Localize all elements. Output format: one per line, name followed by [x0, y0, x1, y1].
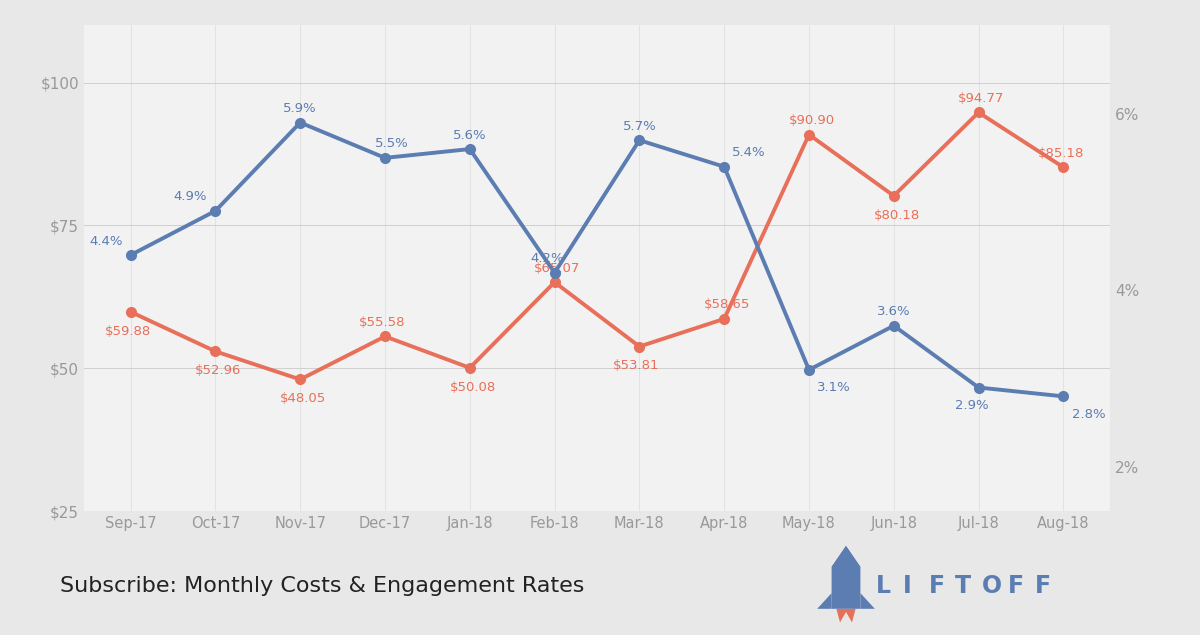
Text: 5.4%: 5.4% [732, 146, 766, 159]
Text: 4.9%: 4.9% [174, 190, 208, 203]
Text: Subscribe: Monthly Costs & Engagement Rates: Subscribe: Monthly Costs & Engagement Ra… [60, 576, 584, 596]
Text: 5.9%: 5.9% [283, 102, 317, 115]
Text: $90.90: $90.90 [788, 114, 835, 127]
Text: $65.07: $65.07 [534, 262, 581, 275]
Text: O: O [982, 574, 1002, 598]
Text: 5.5%: 5.5% [376, 138, 409, 150]
Text: 5.6%: 5.6% [452, 129, 487, 142]
Text: 2.9%: 2.9% [955, 399, 989, 412]
Polygon shape [860, 593, 875, 609]
Text: $94.77: $94.77 [958, 92, 1004, 105]
Text: $48.05: $48.05 [280, 392, 326, 405]
Text: $55.58: $55.58 [359, 316, 406, 329]
Text: 4.4%: 4.4% [89, 235, 122, 248]
Text: $52.96: $52.96 [196, 364, 241, 377]
Text: 3.6%: 3.6% [877, 305, 911, 318]
Text: 4.2%: 4.2% [530, 252, 564, 265]
Polygon shape [836, 609, 856, 622]
Text: $80.18: $80.18 [874, 209, 919, 222]
Text: $58.65: $58.65 [703, 298, 750, 312]
Text: F: F [929, 574, 944, 598]
Polygon shape [832, 546, 860, 609]
Text: 5.7%: 5.7% [623, 120, 656, 133]
Circle shape [836, 573, 856, 575]
Text: $53.81: $53.81 [613, 359, 660, 373]
Polygon shape [817, 593, 832, 609]
Text: F: F [1008, 574, 1024, 598]
Text: 2.8%: 2.8% [1072, 408, 1105, 421]
Text: $85.18: $85.18 [1037, 147, 1084, 160]
Text: T: T [955, 574, 971, 598]
Text: I: I [902, 574, 911, 598]
Text: 3.1%: 3.1% [817, 382, 851, 394]
Polygon shape [832, 546, 860, 567]
Text: $59.88: $59.88 [104, 324, 151, 338]
Text: L: L [876, 574, 890, 598]
Text: $50.08: $50.08 [450, 381, 496, 394]
Text: F: F [1034, 574, 1050, 598]
